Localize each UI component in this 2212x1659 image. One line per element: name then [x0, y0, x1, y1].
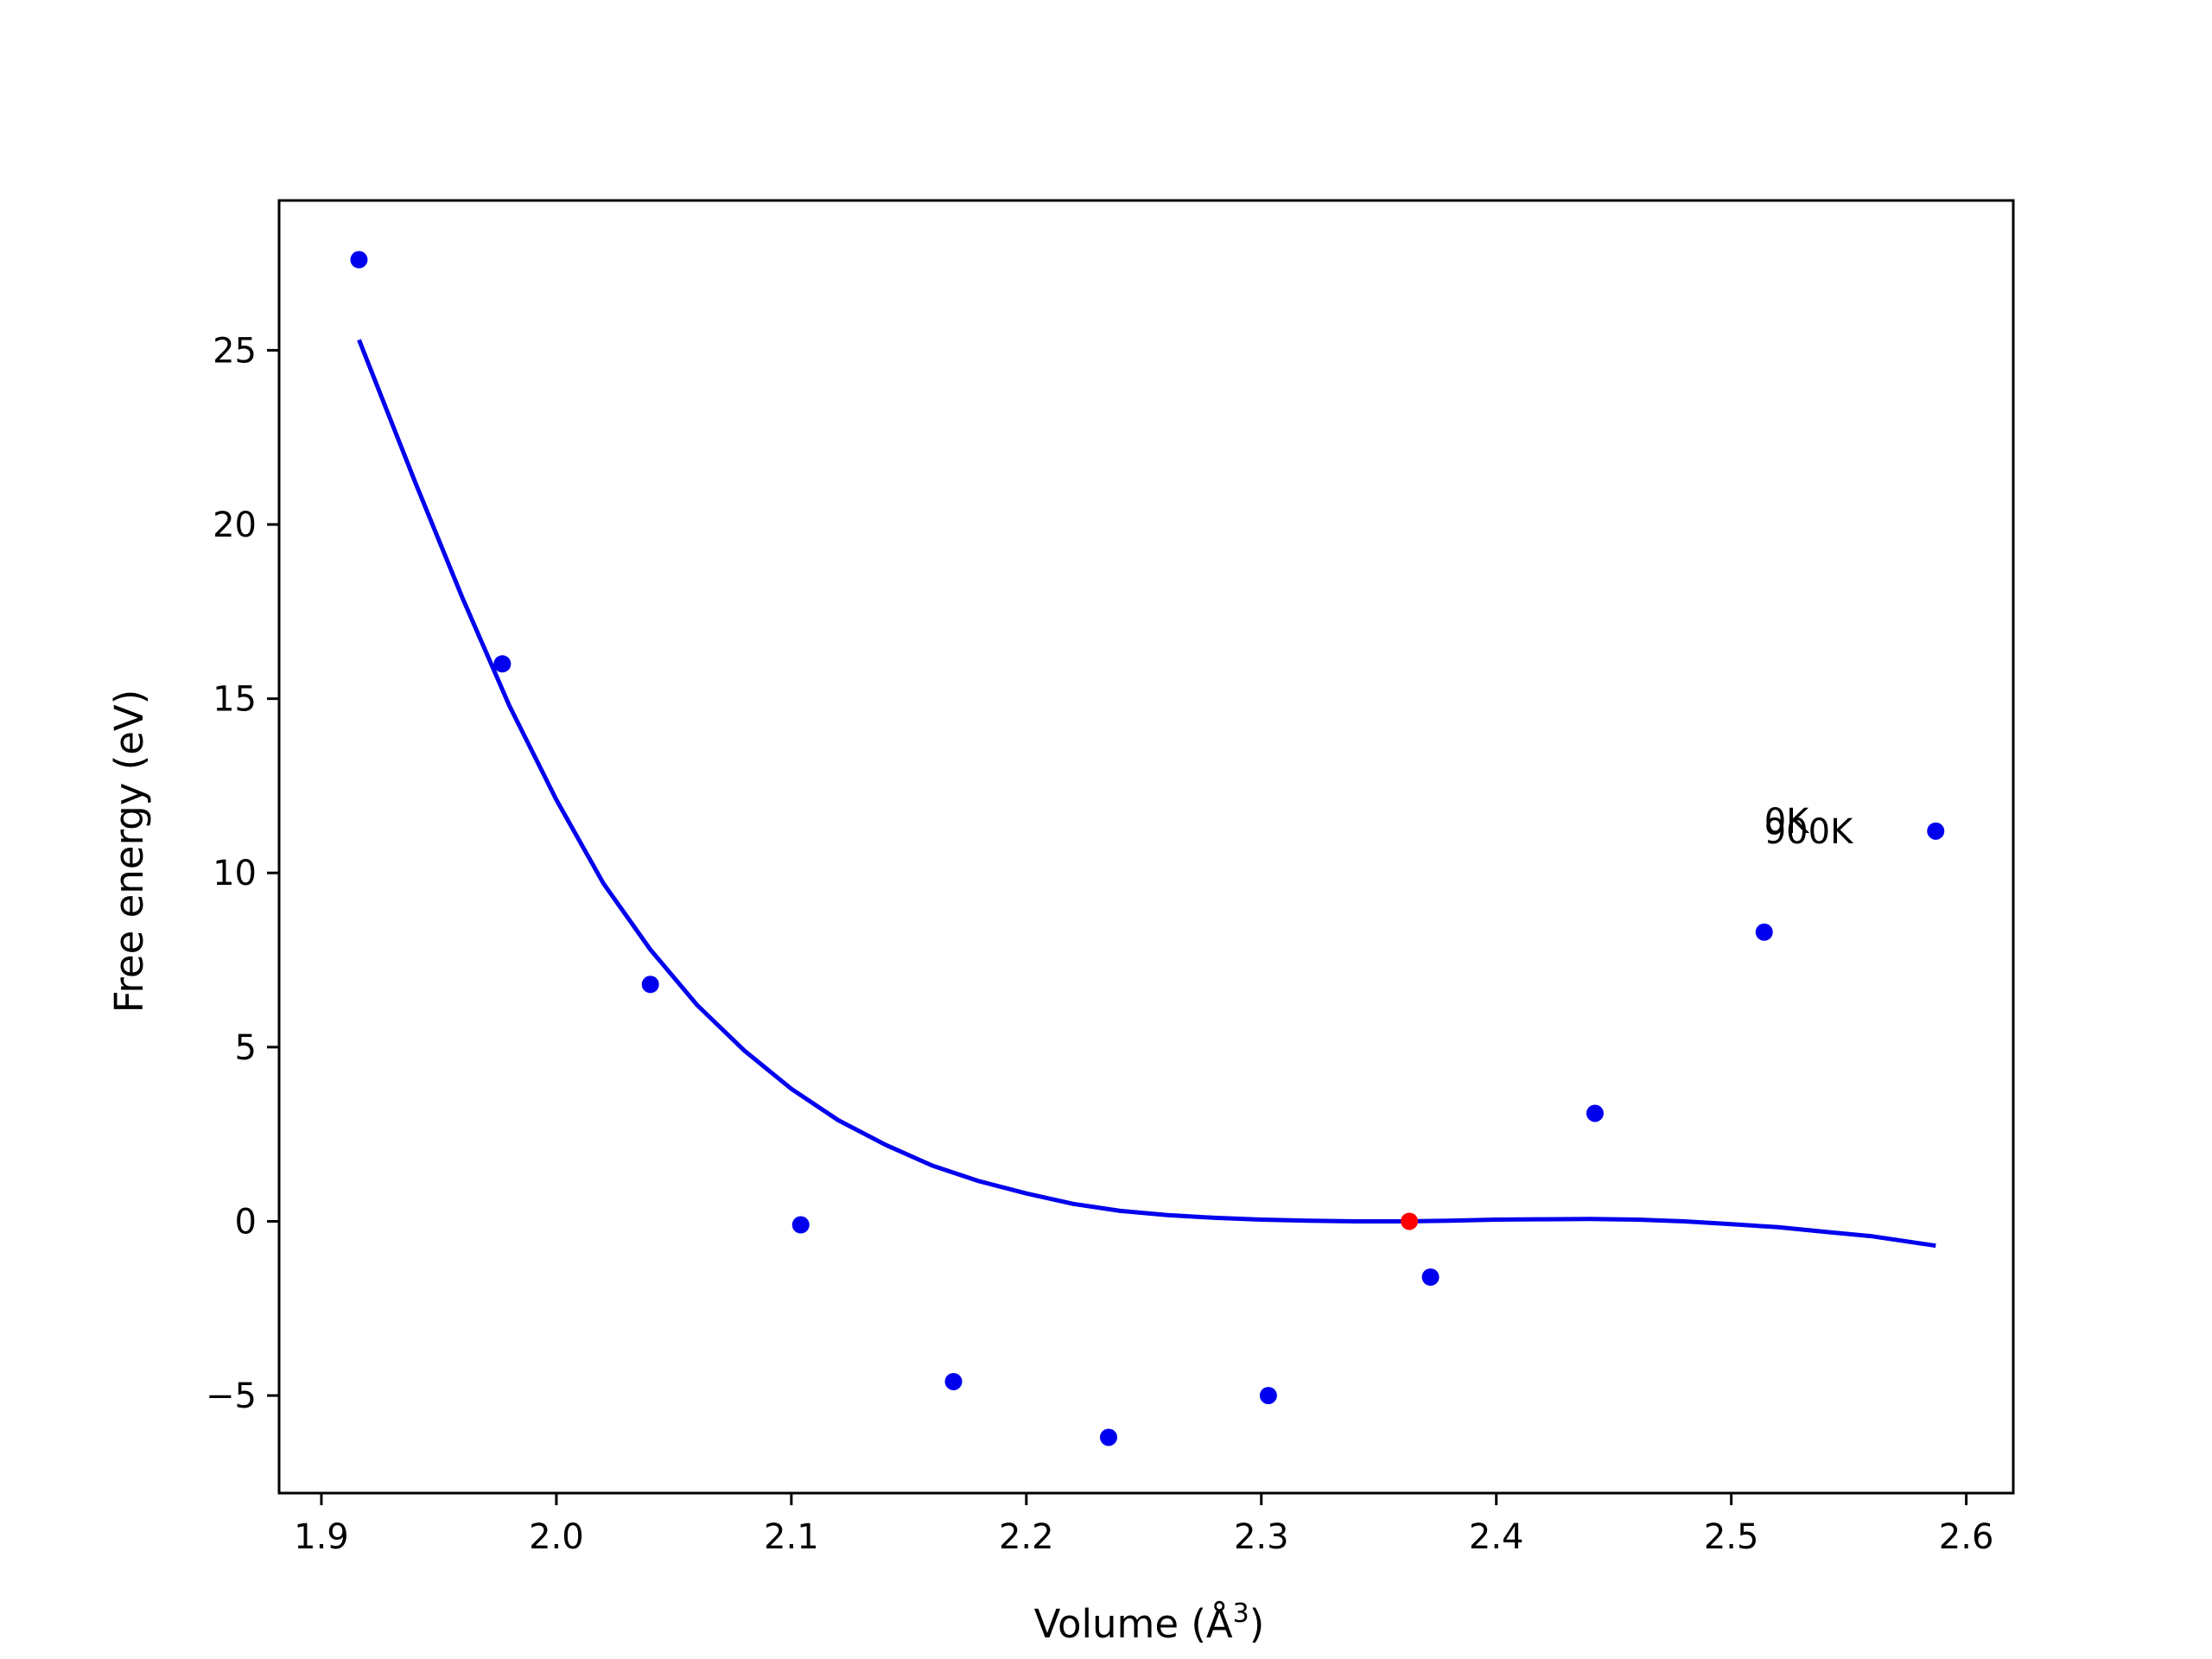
- x-tick-label: 2.2: [999, 1517, 1054, 1557]
- data-point: [791, 1216, 810, 1234]
- y-tick-label: 20: [213, 505, 257, 545]
- x-tick-label: 2.5: [1704, 1517, 1759, 1557]
- data-point: [641, 976, 659, 994]
- y-tick-label: −5: [206, 1376, 257, 1416]
- plot-frame: [277, 199, 2015, 1495]
- x-axis-label-close: ): [1249, 1601, 1265, 1647]
- data-point: [944, 1372, 963, 1390]
- data-point: [1927, 822, 1945, 840]
- x-axis-label: Volume (Å3): [1034, 1599, 1265, 1647]
- x-tick-label: 2.6: [1939, 1517, 1994, 1557]
- x-tick-label: 2.1: [764, 1517, 819, 1557]
- y-tick-label: 5: [235, 1028, 257, 1068]
- series-layer: [350, 251, 1945, 1446]
- x-tick-label: 2.4: [1469, 1517, 1524, 1557]
- x-tick-label: 2.0: [529, 1517, 584, 1557]
- y-tick-label: 25: [213, 331, 257, 371]
- x-tick-label: 1.9: [294, 1517, 349, 1557]
- data-point: [1099, 1428, 1117, 1446]
- x-axis-label-main: Volume (Å: [1034, 1601, 1233, 1647]
- y-axis-ticks: −5 0 5 10 15 20 25: [206, 331, 279, 1416]
- data-point: [1586, 1104, 1604, 1122]
- minimum-marker: [1401, 1212, 1419, 1230]
- y-tick-label: 10: [213, 854, 257, 893]
- fit-curve: [357, 339, 1936, 1249]
- x-tick-label: 2.3: [1234, 1517, 1289, 1557]
- temperature-annotation: 0K: [1764, 802, 1810, 842]
- y-tick-label: 0: [235, 1202, 257, 1242]
- data-point: [493, 655, 512, 673]
- x-axis-label-superscript: 3: [1233, 1599, 1249, 1629]
- data-point: [350, 251, 368, 269]
- y-axis-label: Free energy (eV): [106, 690, 152, 1013]
- data-point: [1755, 923, 1773, 941]
- data-point: [1259, 1387, 1277, 1405]
- temperature-annotation: 900K: [1764, 812, 1854, 852]
- data-point: [1421, 1268, 1440, 1286]
- x-axis-ticks: 1.9 2.0 2.1 2.2 2.3 2.4 2.5 2.6: [294, 1493, 1993, 1557]
- y-tick-label: 15: [213, 680, 257, 720]
